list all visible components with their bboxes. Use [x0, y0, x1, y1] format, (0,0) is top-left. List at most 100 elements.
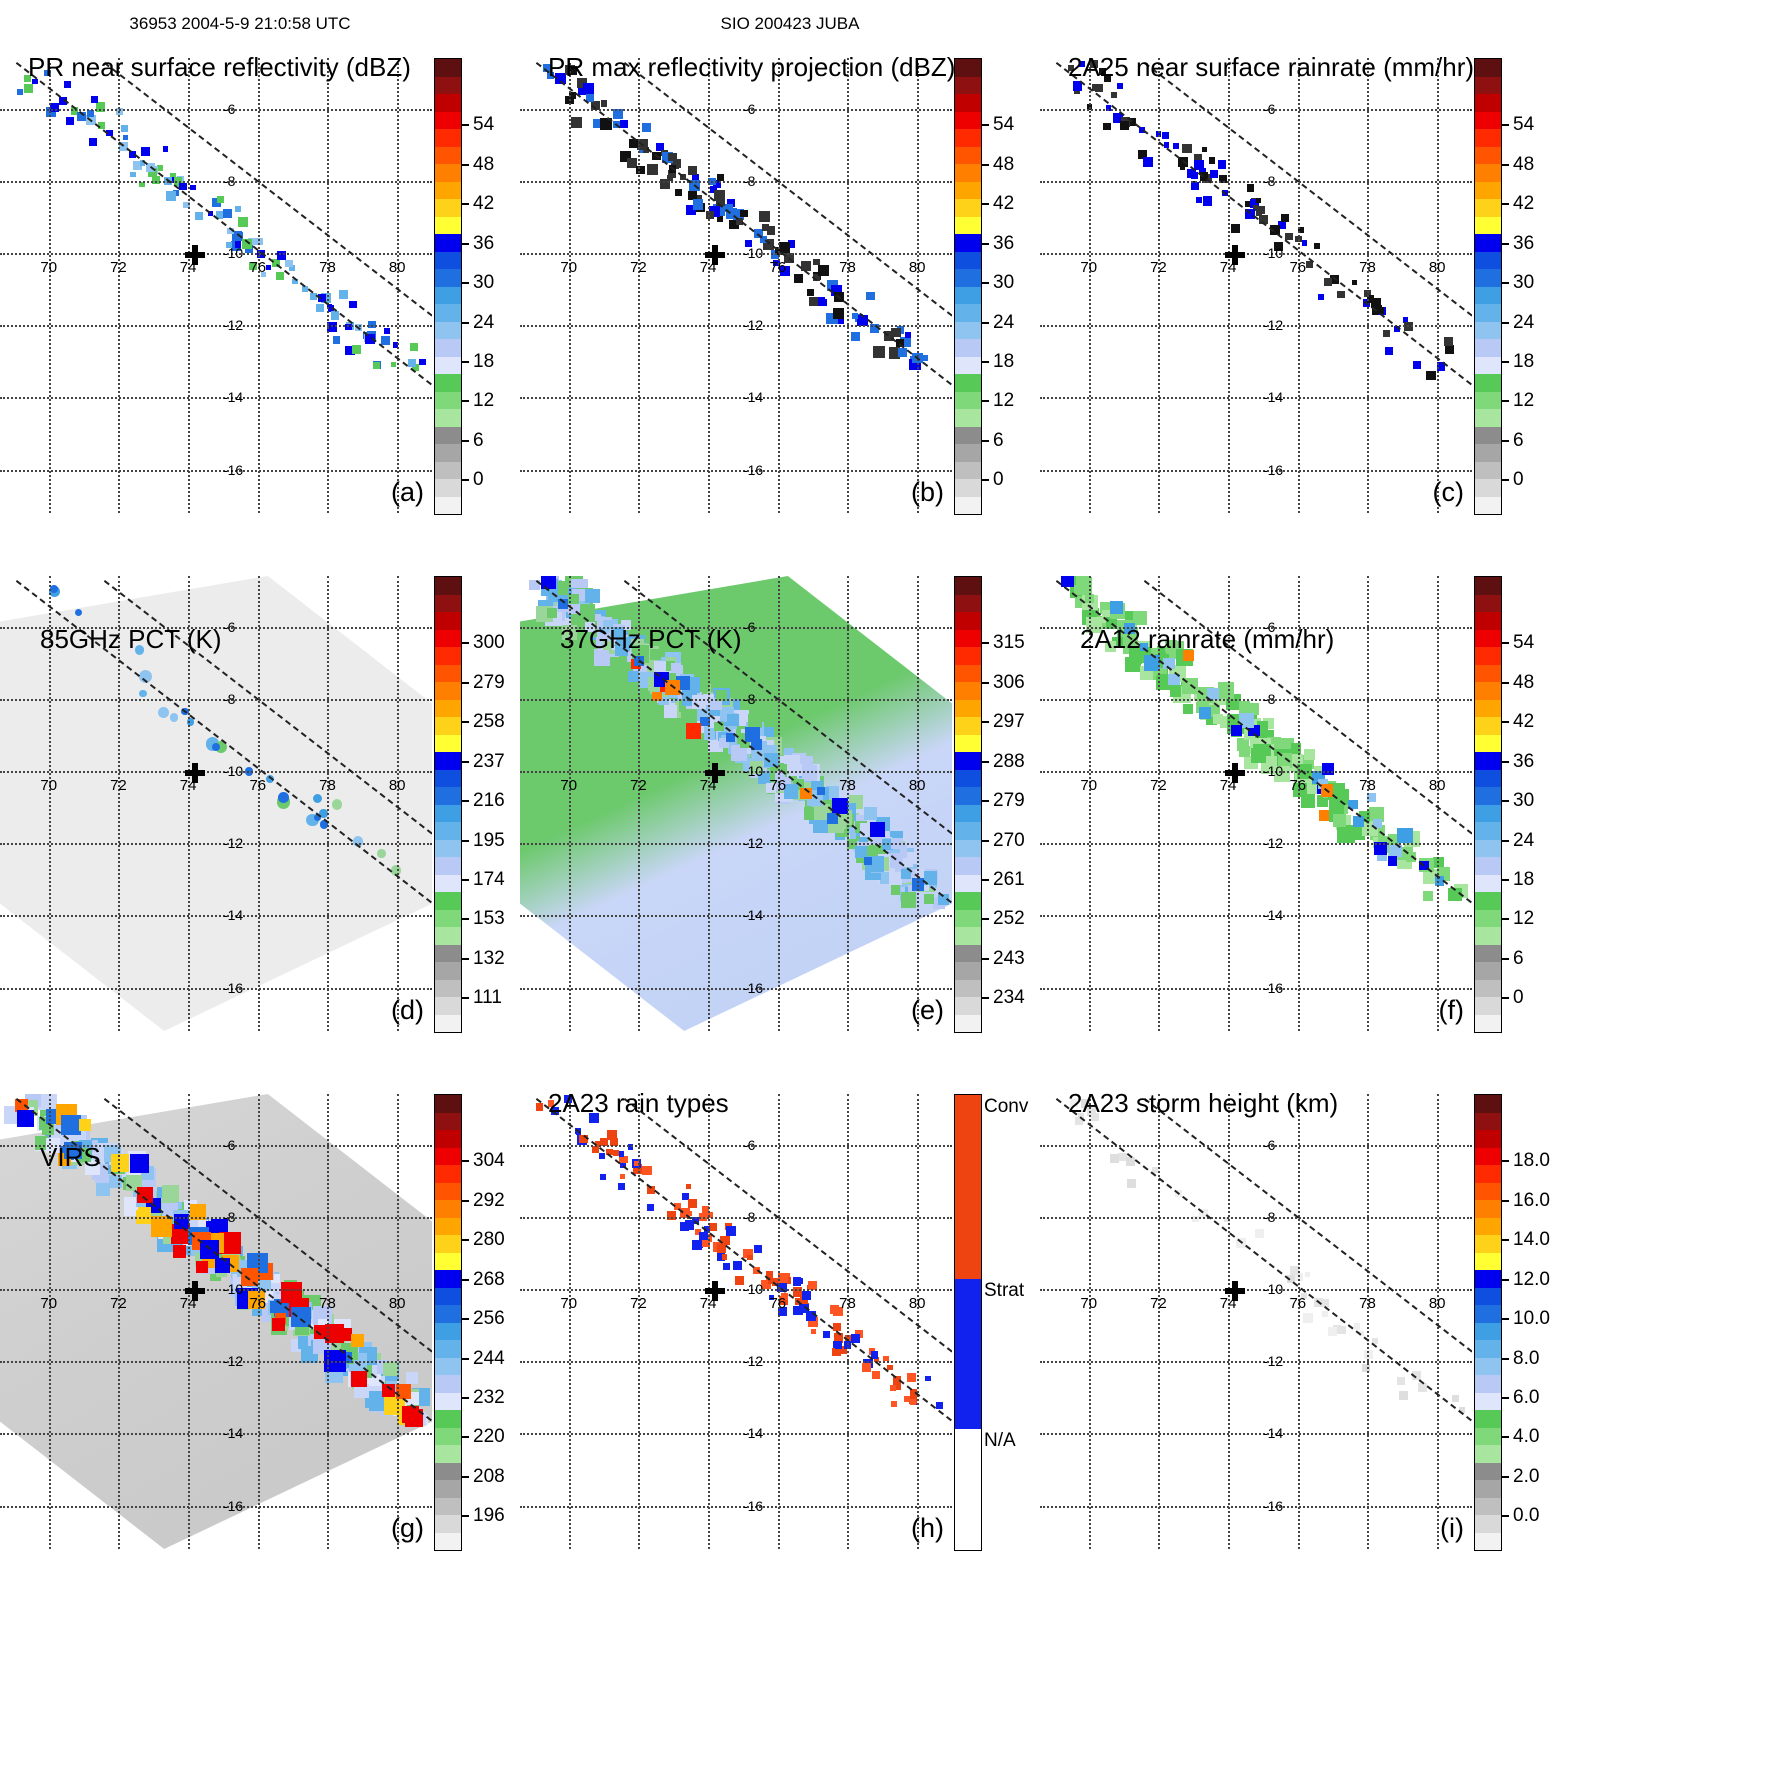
storm-height-pixel: [1327, 1326, 1337, 1336]
gridline-lon: [568, 58, 571, 513]
colorbar-tick-value: 16.0: [1513, 1189, 1550, 1211]
pct37-cold-pixel: [685, 723, 701, 739]
pct85-cold-pixel: [312, 794, 322, 804]
colorbar-segment: [1475, 1445, 1501, 1463]
colorbar-segment: [1475, 1252, 1501, 1270]
reflectivity-pixel: [249, 262, 258, 271]
rain-type-pixel: [862, 1362, 872, 1372]
rainrate-2a25-pixel: [1110, 91, 1117, 98]
reflectivity-pixel: [156, 165, 163, 172]
colorbar-tick-label: 111: [462, 987, 502, 1009]
virs-cold-top-pixel: [190, 1204, 206, 1221]
rain-type-pixel: [779, 1296, 789, 1306]
plot-area-a: 70 72 74 76 78 80 -6 -8 -10 -12 -14 -16: [0, 58, 432, 513]
rainrate-pixel: [1169, 685, 1182, 697]
gridline-lon: [118, 1094, 121, 1549]
virs-cold-top-pixel: [269, 1301, 282, 1313]
colorbar-segment: [435, 804, 461, 822]
colorbar-tick-value: 153: [473, 908, 505, 930]
rain-type-pixel: [760, 1279, 771, 1290]
colorbar-segment: [1475, 577, 1501, 595]
colorbar-segment: [435, 304, 461, 322]
center-marker: [185, 762, 206, 783]
rainrate-2a25-pixel: [1139, 127, 1146, 133]
gridline-lon: [327, 1094, 330, 1549]
rainrate-2a25-pixel: [1095, 84, 1103, 92]
storm-height-pixel: [1075, 1117, 1083, 1125]
max-reflectivity-pixel: [896, 338, 905, 347]
max-reflectivity-pixel: [613, 109, 623, 119]
reflectivity-pixel: [162, 146, 169, 152]
max-reflectivity-pixel: [759, 211, 771, 223]
rain-type-pixel: [892, 1382, 901, 1391]
max-reflectivity-pixel: [869, 323, 879, 333]
gridline-lon: [847, 1094, 850, 1549]
colorbar-segment: [955, 804, 981, 822]
pct85-cold-pixel: [265, 774, 275, 783]
max-reflectivity-pixel: [820, 298, 828, 306]
virs-cold-top-pixel: [196, 1260, 209, 1273]
gridline-lon: [1437, 1094, 1440, 1549]
rainrate-heavy-pixel: [1434, 876, 1444, 886]
rain-type-pixel: [685, 1220, 695, 1230]
pct37-cold-pixel: [744, 727, 760, 742]
colorbar-segment: [435, 699, 461, 717]
colorbar-e: [954, 576, 982, 1033]
colorbar-tick-value: 174: [473, 869, 505, 890]
rainrate-2a25-pixel: [1256, 205, 1265, 214]
reflectivity-pixel: [86, 110, 93, 117]
colorbar-segment: [955, 269, 981, 287]
colorbar-segment: [435, 1270, 461, 1288]
graticule-d: [0, 576, 432, 1031]
max-reflectivity-pixel: [712, 179, 721, 188]
colorbar-segment: [435, 1445, 461, 1463]
orbit-datetime-header: 36953 2004-5-9 21:0:58 UTC: [129, 14, 351, 33]
colorbar-tick-label: 315: [982, 632, 1025, 654]
reflectivity-pixel: [166, 190, 177, 201]
rainrate-pixel: [1238, 745, 1250, 757]
colorbar-segment: [435, 496, 461, 514]
max-reflectivity-pixel: [760, 235, 768, 243]
lon-tick-label: 80: [1428, 258, 1446, 276]
plot-area-e: 70 72 74 76 78 80 -6 -8 -10 -12 -14 -16: [520, 576, 952, 1031]
storm-height-pixel: [1126, 1157, 1135, 1166]
rainrate-heavy-pixel: [1109, 600, 1123, 614]
pct37-cold-pixel: [817, 786, 826, 796]
rain-type-pixel: [589, 1113, 599, 1123]
colorbar-segment: [955, 111, 981, 129]
colorbar-tick-label: 30: [982, 272, 1014, 294]
storm-height-pixel: [1451, 1394, 1459, 1402]
gridline-lat: [1040, 180, 1472, 183]
lon-tick-label: 72: [1150, 258, 1167, 276]
lat-tick-label: -16: [1262, 461, 1284, 478]
gridline-lon: [1367, 576, 1370, 1031]
colorbar-segment: [1475, 962, 1501, 980]
gridline-lat: [520, 1361, 952, 1364]
colorbar-tick-label: 10.0: [1502, 1308, 1550, 1330]
colorbar-segment: [955, 216, 981, 234]
gridline-lon: [708, 576, 711, 1031]
rain-type-pixel: [792, 1287, 803, 1297]
colorbar-segment: [435, 1147, 461, 1165]
gridline-lat: [1040, 843, 1472, 846]
colorbar-segment: [1475, 734, 1501, 752]
pct85-cold-pixel: [319, 809, 328, 818]
colorbar-tick-value: 18: [1513, 351, 1535, 372]
max-reflectivity-pixel: [668, 165, 677, 173]
reflectivity-pixel: [222, 209, 232, 219]
max-reflectivity-pixel: [671, 159, 681, 169]
colorbar-segment: [1475, 199, 1501, 217]
lon-tick-label: 80: [388, 258, 406, 276]
max-reflectivity-pixel: [744, 239, 752, 247]
max-reflectivity-pixel: [891, 327, 901, 338]
colorbar-tick-label: 36: [462, 233, 494, 255]
rainrate-2a25-pixel: [1172, 142, 1180, 150]
rainrate-2a25-pixel: [1201, 146, 1207, 153]
virs-cold-top-pixel: [17, 1110, 34, 1128]
max-reflectivity-pixel: [577, 78, 588, 89]
rain-type-pixel: [619, 1156, 626, 1163]
colorbar-segment: [1475, 1532, 1501, 1550]
virs-cold-top-pixel: [137, 1206, 152, 1221]
virs-cold-top-pixel: [199, 1239, 220, 1260]
reflectivity-pixel: [147, 167, 157, 178]
